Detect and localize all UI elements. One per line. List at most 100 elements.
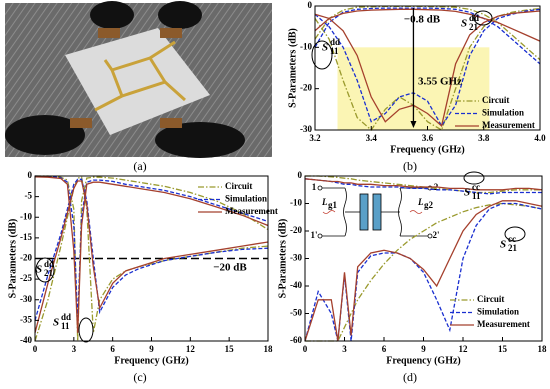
annotation: −20 dB <box>213 262 247 274</box>
x-tick-label: 6 <box>110 344 115 354</box>
curve <box>34 175 269 321</box>
annotation-circle <box>504 226 526 242</box>
panel-caption: (c) <box>133 370 146 384</box>
x-tick-label: 18 <box>264 344 274 354</box>
y-tick-label: 0 <box>298 170 303 180</box>
inductor-sub: g2 <box>424 200 434 210</box>
y-tick-label: -10 <box>300 41 312 51</box>
port-label: 2' <box>432 230 439 240</box>
x-tick-label: 4.0 <box>534 133 546 143</box>
x-tick-label: 9 <box>149 344 154 354</box>
annotation-sup: cc <box>508 234 516 244</box>
annotation-symbol: S <box>461 18 467 30</box>
x-tick-label: 3.2 <box>309 133 321 143</box>
annotation-circle <box>473 10 493 26</box>
annotation-circle <box>78 317 94 343</box>
legend-label: Simulation <box>477 307 519 317</box>
annotation-circle <box>35 257 55 283</box>
legend-label: Circuit <box>225 181 252 191</box>
curve <box>34 180 269 333</box>
y-tick-label: 0 <box>308 0 313 10</box>
x-tick-label: 3.4 <box>366 133 378 143</box>
y-tick-label: -20 <box>300 83 312 93</box>
x-tick-label: 9 <box>421 344 426 354</box>
curve <box>304 200 543 342</box>
x-tick-label: 15 <box>225 344 235 354</box>
x-tick-label: 3.8 <box>478 133 490 143</box>
curve <box>314 8 541 128</box>
x-tick-label: 3.6 <box>422 133 434 143</box>
curve <box>305 202 543 342</box>
annotation-sup: dd <box>330 37 340 47</box>
annotation-sub: 11 <box>61 321 70 331</box>
legend-label: Circuit <box>477 294 504 304</box>
x-tick-label: 0 <box>303 344 308 354</box>
annotation: 3.55 GHz <box>418 76 462 88</box>
curve <box>314 8 541 42</box>
y-tick-label: -35 <box>20 314 32 324</box>
panel-caption: (a) <box>133 159 146 173</box>
x-tick-label: 18 <box>538 344 548 354</box>
y-tick-label: -20 <box>20 253 32 263</box>
annotation-sup: dd <box>61 312 71 322</box>
annotation-sup: dd <box>44 259 54 269</box>
annotation-sub: 11 <box>330 46 339 56</box>
x-axis-label: Frequency (GHz) <box>114 355 189 366</box>
legend-label: Circuit <box>482 95 509 105</box>
y-axis-label: S-Parameters (dB) <box>287 28 298 108</box>
arrow-head <box>410 121 417 128</box>
annotation-symbol: S <box>322 42 328 54</box>
annotation-circle <box>311 40 333 70</box>
legend-label: Simulation <box>225 194 267 204</box>
x-axis-label: Frequency (GHz) <box>386 355 461 366</box>
curve <box>34 176 269 333</box>
curve <box>304 178 542 195</box>
annotation-sub: 11 <box>472 191 481 201</box>
y-tick-label: -30 <box>300 124 312 134</box>
y-tick-label: -40 <box>290 280 302 290</box>
x-tick-label: 12 <box>186 344 196 354</box>
y-tick-label: -25 <box>20 273 32 283</box>
annotation-symbol: S <box>53 317 59 329</box>
y-tick-label: -5 <box>25 191 33 201</box>
inductor-sub: g1 <box>328 200 338 210</box>
y-tick-label: -40 <box>20 335 32 345</box>
curve <box>314 7 541 65</box>
inductor-symbol: L <box>321 197 328 207</box>
curve <box>304 178 543 191</box>
curve <box>305 175 542 194</box>
inductor-symbol: L <box>417 197 424 207</box>
annotation-circle <box>463 171 485 185</box>
x-tick-label: 12 <box>459 344 469 354</box>
y-tick-label: -30 <box>20 294 32 304</box>
x-tick-label: 0 <box>33 344 38 354</box>
y-tick-label: 0 <box>28 170 33 180</box>
x-tick-label: 3 <box>72 344 77 354</box>
curve <box>314 5 541 61</box>
y-tick-label: -10 <box>20 211 32 221</box>
x-tick-label: 3 <box>342 344 347 354</box>
y-tick-label: -50 <box>290 308 302 318</box>
annotation-symbol: S <box>500 239 506 251</box>
x-tick-label: 6 <box>382 344 387 354</box>
annotation-symbol: S <box>36 264 42 276</box>
panel-caption: (d) <box>403 370 417 384</box>
y-axis-label: S-Parameters (dB) <box>7 219 18 299</box>
curve <box>314 10 541 128</box>
y-tick-label: -30 <box>290 253 302 263</box>
annotation: −0.8 dB <box>404 14 441 26</box>
y-tick-label: -10 <box>290 198 302 208</box>
annotation-sub: 21 <box>508 243 518 253</box>
panel-caption: (b) <box>403 159 417 173</box>
annotation-sup: cc <box>472 182 480 192</box>
annotation-sub: 21 <box>44 268 54 278</box>
port-label: 1' <box>310 230 317 240</box>
